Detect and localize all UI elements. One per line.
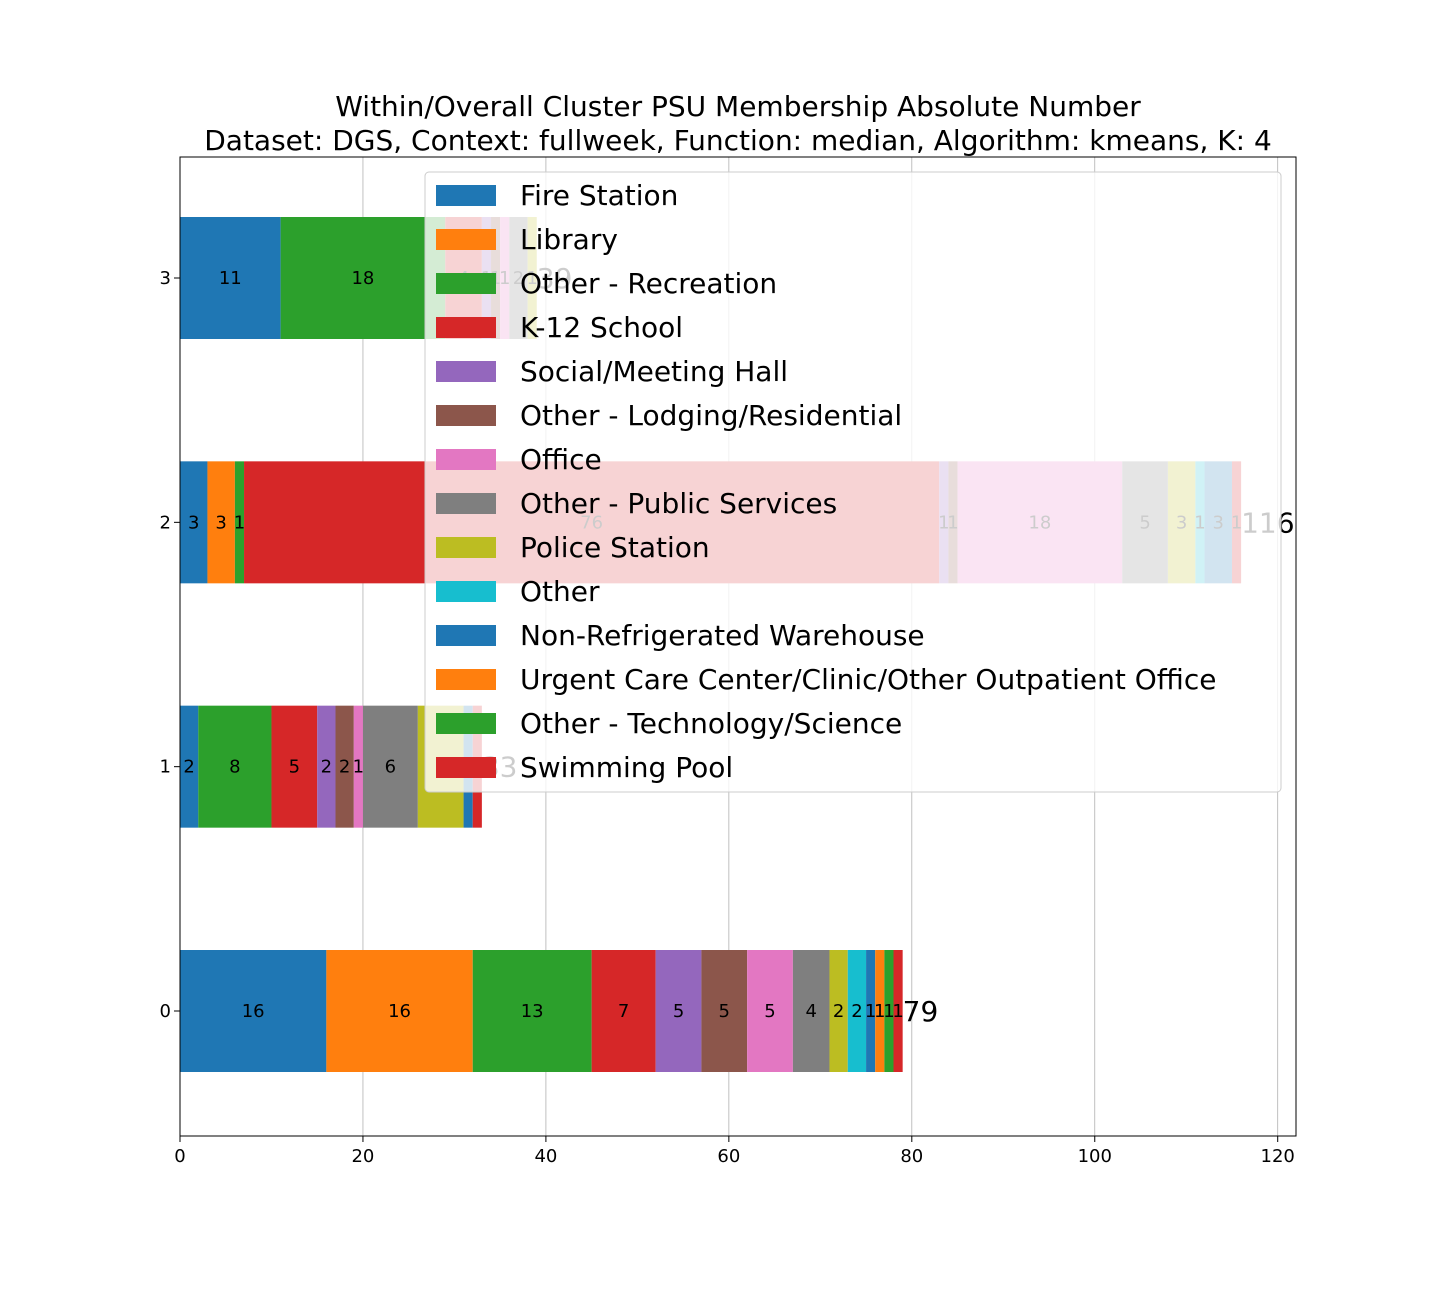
x-tick-label: 120	[1261, 1146, 1295, 1167]
legend: Fire Station Library Other - Recreation K-1…	[424, 171, 1282, 793]
bar-segment	[893, 950, 903, 1072]
chart-subtitle: Dataset: DGS, Context: fullweek, Functio…	[204, 124, 1272, 157]
legend-swatch	[436, 713, 496, 734]
chart-title: Within/Overall Cluster PSU Membership Ab…	[335, 90, 1141, 123]
legend-swatch	[436, 317, 496, 338]
legend-swatch	[436, 581, 496, 602]
x-tick-label: 20	[351, 1146, 374, 1167]
bar-segment	[335, 705, 354, 828]
bar-segment	[180, 217, 281, 339]
bar-segment	[362, 705, 418, 828]
legend-swatch	[436, 229, 496, 250]
bar-segment	[847, 950, 867, 1072]
segment-value-label: 6	[385, 757, 396, 778]
bar-segment	[180, 705, 199, 828]
legend-swatch	[436, 625, 496, 646]
legend-label: Urgent Care Center/Clinic/Other Outpatie…	[520, 663, 1216, 696]
segment-value-label: 8	[229, 757, 240, 778]
x-tick-label: 80	[900, 1146, 923, 1167]
y-tick-label: 3	[160, 268, 171, 289]
legend-label: K-12 School	[520, 311, 683, 344]
x-tick-label: 60	[717, 1146, 740, 1167]
y-tick-label: 2	[160, 512, 171, 533]
bar-segment	[655, 950, 702, 1072]
segment-value-label: 3	[188, 512, 199, 533]
legend-label: Other	[520, 575, 600, 608]
x-tick-label: 40	[534, 1146, 557, 1167]
bar-segment	[701, 950, 748, 1072]
segment-value-label: 1	[234, 512, 245, 533]
legend-label: Other - Technology/Science	[520, 707, 902, 740]
segment-value-label: 4	[805, 1001, 816, 1022]
segment-value-label: 16	[388, 1001, 411, 1022]
segment-value-label: 5	[764, 1001, 775, 1022]
legend-label: Police Station	[520, 531, 710, 564]
segment-value-label: 2	[851, 1001, 862, 1022]
bar-segment	[180, 950, 327, 1072]
segment-value-label: 1	[883, 1001, 894, 1022]
legend-box	[424, 171, 1282, 793]
segment-value-label: 16	[242, 1001, 265, 1022]
bar-segment	[747, 950, 793, 1072]
bar-total-label: 79	[903, 995, 939, 1028]
segment-value-label: 1	[353, 757, 364, 778]
legend-label: Other - Public Services	[520, 487, 837, 520]
legend-label: Fire Station	[520, 179, 678, 212]
legend-label: Non-Refrigerated Warehouse	[520, 619, 925, 652]
x-tick-label: 100	[1078, 1146, 1112, 1167]
legend-swatch	[436, 493, 496, 514]
segment-value-label: 1	[874, 1001, 885, 1022]
legend-swatch	[436, 361, 496, 382]
y-tick-label: 1	[160, 757, 171, 778]
legend-swatch	[436, 537, 496, 558]
segment-value-label: 2	[339, 757, 350, 778]
bar-segment	[792, 950, 830, 1072]
legend-swatch	[436, 405, 496, 426]
segment-value-label: 2	[321, 757, 332, 778]
bar-segment	[472, 950, 592, 1072]
segment-value-label: 2	[833, 1001, 844, 1022]
bar-segment	[829, 950, 848, 1072]
bar-segment	[866, 950, 876, 1072]
legend-label: Social/Meeting Hall	[520, 355, 788, 388]
legend-swatch	[436, 273, 496, 294]
bar-segment	[234, 461, 245, 584]
segment-value-label: 5	[719, 1001, 730, 1022]
segment-value-label: 7	[618, 1001, 629, 1022]
bar-segment	[353, 705, 363, 828]
bar-segment	[317, 705, 336, 828]
legend-label: Office	[520, 443, 602, 476]
legend-swatch	[436, 669, 496, 690]
segment-value-label: 11	[219, 268, 242, 289]
segment-value-label: 18	[351, 268, 374, 289]
legend-label: Other - Recreation	[520, 267, 777, 300]
bar-segment	[875, 950, 885, 1072]
bar-segment	[198, 705, 272, 828]
bar-segment	[326, 950, 473, 1072]
legend-label: Swimming Pool	[520, 751, 733, 784]
bar-segment	[884, 950, 894, 1072]
segment-value-label: 1	[892, 1001, 903, 1022]
bar-segment	[591, 950, 656, 1072]
legend-swatch	[436, 757, 496, 778]
legend-label: Library	[520, 223, 618, 256]
x-tick-label: 0	[174, 1146, 185, 1167]
legend-label: Other - Lodging/Residential	[520, 399, 902, 432]
plot-frame	[179, 156, 1297, 1137]
segment-value-label: 5	[673, 1001, 684, 1022]
bar-segment	[271, 705, 318, 828]
segment-value-label: 13	[521, 1001, 544, 1022]
bar-segment	[207, 461, 235, 584]
segment-value-label: 3	[215, 512, 226, 533]
segment-value-label: 1	[865, 1001, 876, 1022]
legend-swatch	[436, 449, 496, 470]
legend-swatch	[436, 185, 496, 206]
segment-value-label: 2	[183, 757, 194, 778]
segment-value-label: 5	[289, 757, 300, 778]
bar-segment	[280, 217, 446, 339]
y-tick-label: 0	[160, 1001, 171, 1022]
bar-segment	[180, 461, 208, 584]
